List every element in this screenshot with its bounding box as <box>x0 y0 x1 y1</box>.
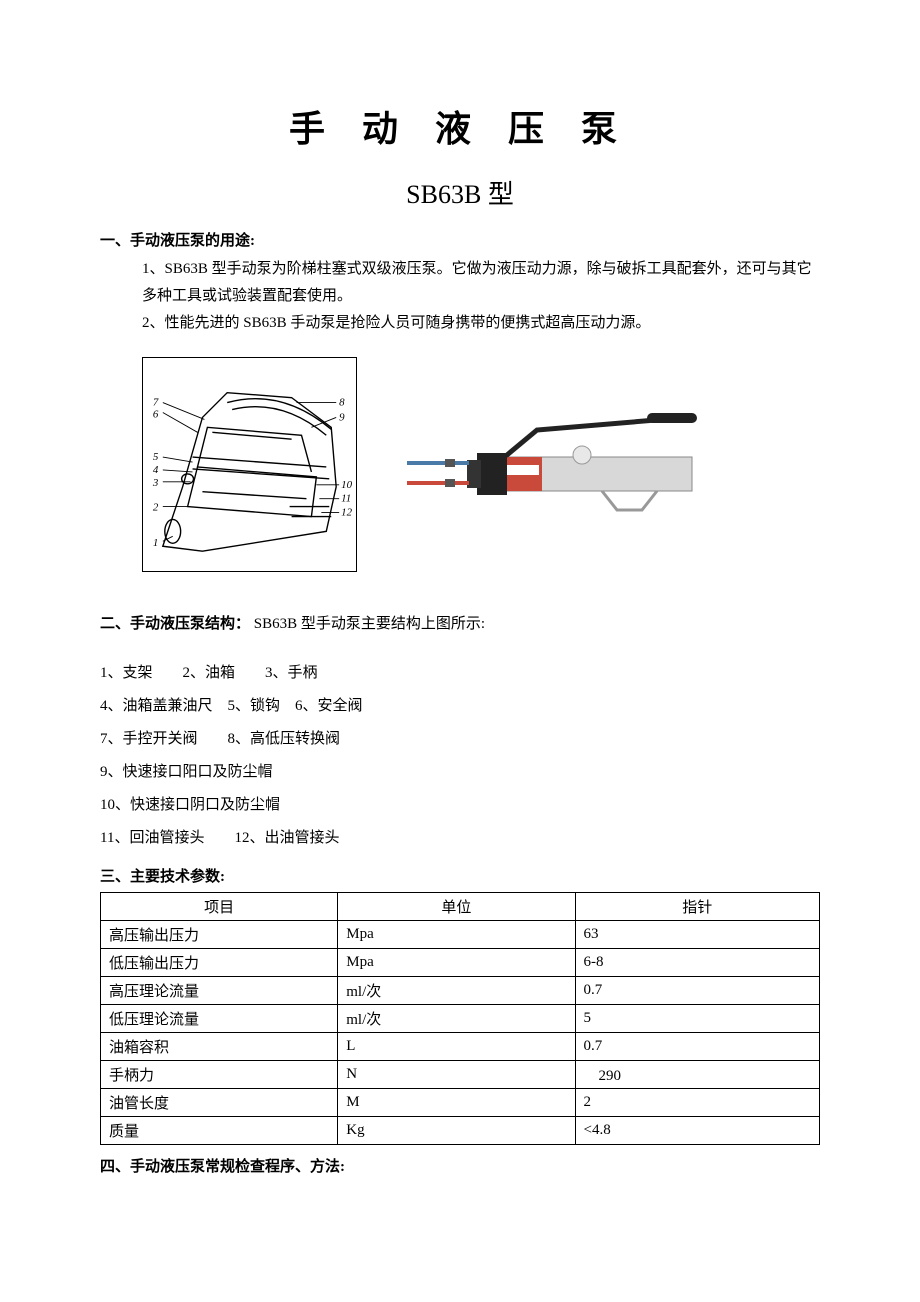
table-row: 高压输出压力Mpa63 <box>101 921 820 949</box>
diagram-label-2: 2 <box>153 502 159 514</box>
section2-heading-bold: 二、手动液压泵结构： <box>100 616 250 632</box>
table-col-unit: 单位 <box>338 893 575 921</box>
diagram-label-8: 8 <box>339 397 345 409</box>
diagram-label-1: 1 <box>153 537 158 549</box>
table-row: 油箱容积L0.7 <box>101 1033 820 1061</box>
table-cell: Mpa <box>338 949 575 977</box>
section1-heading: 一、手动液压泵的用途: <box>100 229 820 250</box>
diagram-label-12: 12 <box>341 507 352 519</box>
diagram-label-10: 10 <box>341 479 352 491</box>
table-row: 低压理论流量ml/次5 <box>101 1005 820 1033</box>
image-row: 7 6 5 4 3 2 1 8 9 10 11 12 <box>142 357 820 572</box>
diagram-label-7: 7 <box>153 397 159 409</box>
diagram-svg: 7 6 5 4 3 2 1 8 9 10 11 12 <box>143 358 356 571</box>
table-cell: 0.7 <box>575 977 819 1005</box>
table-cell: Kg <box>338 1117 575 1145</box>
table-cell: 2 <box>575 1089 819 1117</box>
section1-body: 1、SB63B 型手动泵为阶梯柱塞式双级液压泵。它做为液压动力源，除与破拆工具配… <box>100 256 820 337</box>
table-cell: 高压输出压力 <box>101 921 338 949</box>
spec-table: 项目 单位 指针 高压输出压力Mpa63低压输出压力Mpa6-8高压理论流量ml… <box>100 892 820 1145</box>
section2-heading: 二、手动液压泵结构： SB63B 型手动泵主要结构上图所示: <box>100 612 820 633</box>
section2-heading-rest: SB63B 型手动泵主要结构上图所示: <box>254 616 485 632</box>
product-photo-svg <box>407 405 707 525</box>
table-col-item: 项目 <box>101 893 338 921</box>
table-cell: ml/次 <box>338 1005 575 1033</box>
diagram-box: 7 6 5 4 3 2 1 8 9 10 11 12 <box>142 357 357 572</box>
section1-p2: 2、性能先进的 SB63B 手动泵是抢险人员可随身携带的便携式超高压动力源。 <box>142 310 820 337</box>
section4-heading: 四、手动液压泵常规检查程序、方法: <box>100 1155 820 1176</box>
parts-line: 11、回油管接头 12、出油管接头 <box>100 822 820 855</box>
table-cell: 质量 <box>101 1117 338 1145</box>
table-row: 低压输出压力Mpa6-8 <box>101 949 820 977</box>
diagram-label-5: 5 <box>153 451 159 463</box>
table-row: 油管长度M2 <box>101 1089 820 1117</box>
table-row: 高压理论流量ml/次0.7 <box>101 977 820 1005</box>
diagram-label-3: 3 <box>152 477 159 489</box>
product-photo <box>407 405 707 525</box>
table-cell: 0.7 <box>575 1033 819 1061</box>
table-cell: 高压理论流量 <box>101 977 338 1005</box>
parts-line: 9、快速接口阳口及防尘帽 <box>100 756 820 789</box>
table-cell: L <box>338 1033 575 1061</box>
diagram-label-4: 4 <box>153 464 159 476</box>
table-cell: 63 <box>575 921 819 949</box>
table-cell: 低压输出压力 <box>101 949 338 977</box>
table-row: 手柄力N 290 <box>101 1061 820 1089</box>
spec-table-body: 高压输出压力Mpa63低压输出压力Mpa6-8高压理论流量ml/次0.7低压理论… <box>101 921 820 1145</box>
section1-p1: 1、SB63B 型手动泵为阶梯柱塞式双级液压泵。它做为液压动力源，除与破拆工具配… <box>142 256 820 310</box>
parts-line: 1、支架 2、油箱 3、手柄 <box>100 657 820 690</box>
page-subtitle: SB63B 型 <box>100 174 820 211</box>
table-cell: N <box>338 1061 575 1089</box>
table-cell: 5 <box>575 1005 819 1033</box>
table-cell: 6-8 <box>575 949 819 977</box>
parts-line: 10、快速接口阴口及防尘帽 <box>100 789 820 822</box>
table-header-row: 项目 单位 指针 <box>101 893 820 921</box>
table-cell: 油管长度 <box>101 1089 338 1117</box>
diagram-label-11: 11 <box>341 493 351 505</box>
table-cell: M <box>338 1089 575 1117</box>
parts-line: 7、手控开关阀 8、高低压转换阀 <box>100 723 820 756</box>
table-cell: 290 <box>575 1061 819 1089</box>
diagram-label-6: 6 <box>153 408 159 420</box>
page-title: 手 动 液 压 泵 <box>100 100 820 152</box>
table-col-value: 指针 <box>575 893 819 921</box>
table-cell: 油箱容积 <box>101 1033 338 1061</box>
table-cell: <4.8 <box>575 1117 819 1145</box>
table-cell: 低压理论流量 <box>101 1005 338 1033</box>
diagram-label-9: 9 <box>339 411 345 423</box>
table-cell: 手柄力 <box>101 1061 338 1089</box>
table-cell: Mpa <box>338 921 575 949</box>
table-cell: ml/次 <box>338 977 575 1005</box>
parts-line: 4、油箱盖兼油尺 5、锁钩 6、安全阀 <box>100 690 820 723</box>
parts-list: 1、支架 2、油箱 3、手柄 4、油箱盖兼油尺 5、锁钩 6、安全阀 7、手控开… <box>100 657 820 855</box>
table-row: 质量Kg<4.8 <box>101 1117 820 1145</box>
section3-heading: 三、主要技术参数: <box>100 865 820 886</box>
